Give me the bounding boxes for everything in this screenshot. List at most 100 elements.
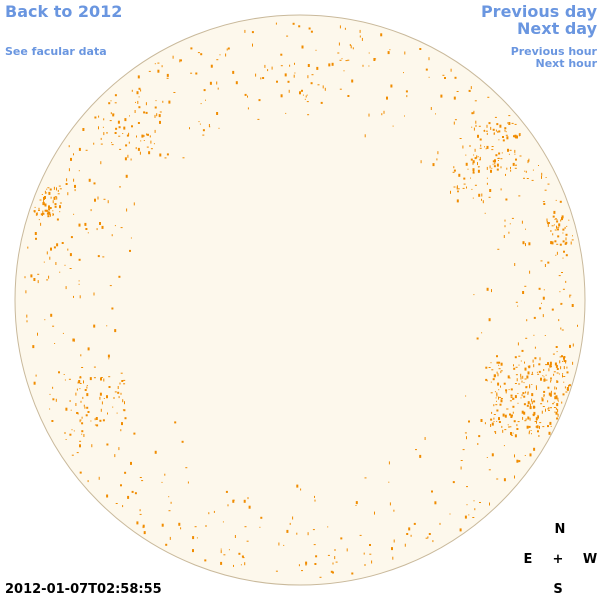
facula	[49, 213, 51, 217]
facula	[87, 480, 89, 483]
facula	[393, 539, 395, 543]
facula	[45, 209, 48, 212]
facula	[296, 484, 299, 488]
facula	[112, 406, 114, 408]
facula	[546, 221, 548, 223]
facula	[137, 75, 140, 79]
facula	[179, 59, 181, 63]
facula	[558, 373, 560, 375]
facula	[124, 401, 125, 405]
facula	[93, 142, 95, 145]
facula	[473, 127, 475, 131]
facula	[202, 134, 205, 136]
facula	[118, 396, 120, 399]
facula	[545, 364, 548, 366]
facula	[460, 466, 462, 470]
facula	[522, 241, 525, 245]
facula	[550, 241, 553, 245]
facula	[209, 126, 211, 128]
facula	[521, 220, 523, 224]
facula	[524, 361, 525, 364]
facula	[544, 335, 546, 336]
facula	[535, 385, 537, 389]
facula	[498, 368, 501, 370]
facular-link[interactable]: See facular data	[5, 45, 107, 58]
facula	[317, 84, 320, 86]
facula	[109, 120, 112, 122]
facula	[169, 536, 171, 540]
facula	[110, 100, 112, 102]
facula	[121, 380, 124, 382]
facula	[431, 490, 433, 493]
facula	[521, 349, 524, 352]
previous-hour-link[interactable]: Previous hour	[510, 45, 597, 58]
facula	[120, 484, 122, 487]
facula	[561, 329, 564, 331]
facula	[335, 561, 338, 563]
facula	[136, 91, 139, 95]
facula	[34, 211, 36, 213]
facula	[532, 414, 535, 417]
facula	[490, 126, 492, 130]
facula	[534, 421, 537, 422]
facula	[216, 81, 218, 85]
facula	[524, 285, 527, 287]
facula	[284, 73, 287, 77]
facula	[482, 200, 484, 204]
facula	[554, 396, 556, 398]
facula	[142, 524, 145, 528]
facula	[525, 386, 528, 389]
facula	[518, 133, 520, 137]
facula	[548, 392, 551, 396]
facula	[515, 158, 517, 161]
facula	[78, 283, 80, 285]
facula	[65, 439, 67, 440]
facula	[120, 227, 123, 229]
facula	[569, 294, 571, 298]
facula	[528, 242, 531, 246]
facula	[74, 189, 76, 192]
facula	[62, 332, 64, 334]
facula	[566, 388, 569, 390]
facula	[518, 364, 520, 366]
facula	[108, 376, 111, 378]
facula	[388, 461, 390, 465]
facula	[572, 361, 574, 365]
facula	[275, 22, 277, 25]
facula	[68, 168, 70, 172]
facula	[44, 190, 46, 194]
facula	[531, 179, 534, 181]
facula	[69, 268, 72, 269]
facula	[531, 398, 533, 402]
facula	[156, 113, 158, 117]
facula	[442, 74, 445, 76]
facula	[73, 430, 75, 432]
previous-day-link[interactable]: Previous day	[480, 2, 597, 21]
facula	[93, 366, 96, 368]
facula	[161, 65, 163, 68]
facula	[511, 217, 514, 219]
facula	[536, 420, 537, 424]
facula	[141, 480, 144, 482]
facula	[496, 409, 499, 412]
facula	[47, 215, 50, 218]
back-link[interactable]: Back to 2012	[5, 2, 123, 21]
facula	[562, 228, 565, 231]
facula	[569, 344, 571, 348]
facula	[69, 253, 72, 257]
facula	[535, 425, 537, 428]
facula	[283, 544, 285, 546]
facula	[518, 195, 521, 197]
facula	[470, 86, 472, 90]
facula	[415, 449, 417, 451]
facula	[168, 496, 170, 498]
facula	[462, 187, 465, 189]
facula	[425, 537, 428, 539]
facula	[505, 389, 508, 392]
next-day-link[interactable]: Next day	[517, 19, 597, 38]
next-hour-link[interactable]: Next hour	[535, 57, 598, 70]
facula	[491, 167, 493, 169]
facula	[93, 377, 96, 379]
facula	[86, 406, 89, 409]
facula	[565, 254, 568, 257]
